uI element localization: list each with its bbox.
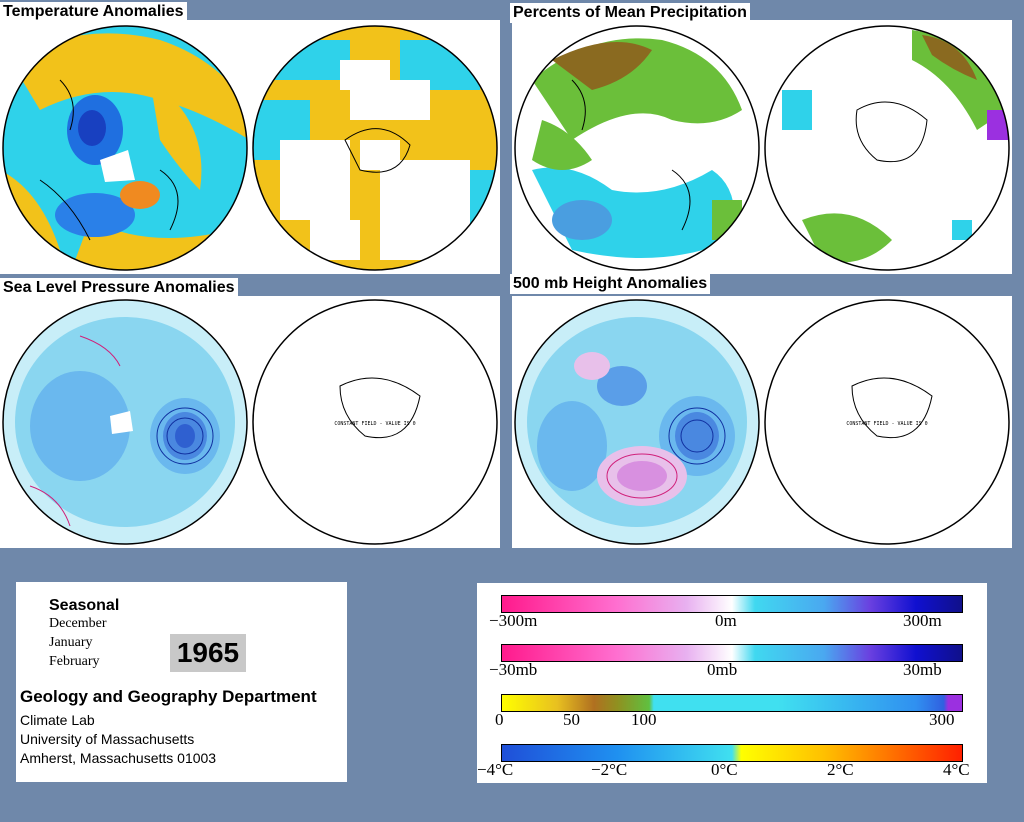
temp-colorbar bbox=[501, 744, 963, 762]
address-line-1: Climate Lab bbox=[20, 712, 95, 728]
year-label: 1965 bbox=[170, 634, 246, 672]
height-label-min: −300m bbox=[489, 611, 538, 630]
pressure-label-min: −30mb bbox=[489, 660, 538, 679]
month-december: December bbox=[49, 616, 107, 631]
precipitation-panel bbox=[512, 20, 1012, 274]
height500-title: 500 mb Height Anomalies bbox=[510, 274, 711, 294]
precip-label-50: 50 bbox=[563, 710, 580, 729]
sea-level-map-sh: CONSTANT FIELD - VALUE IS 0 bbox=[252, 299, 498, 545]
department-name: Geology and Geography Department bbox=[20, 687, 317, 706]
height-label-max: 300m bbox=[903, 611, 942, 630]
season-label: Seasonal bbox=[49, 597, 120, 614]
temp-label-4: 4°C bbox=[943, 760, 970, 779]
sea-level-title: Sea Level Pressure Anomalies bbox=[0, 278, 238, 298]
temperature-title: Temperature Anomalies bbox=[0, 2, 187, 22]
temperature-panel bbox=[0, 20, 500, 274]
info-box: Seasonal December January February 1965 … bbox=[16, 582, 347, 782]
precipitation-map-sh bbox=[764, 25, 1010, 271]
temp-label-minus2: −2°C bbox=[591, 760, 628, 779]
color-legend: −300m 0m 300m −30mb 0mb 30mb 0 50 100 30… bbox=[477, 583, 987, 783]
height500-constant-label: CONSTANT FIELD - VALUE IS 0 bbox=[846, 421, 927, 427]
precipitation-title: Percents of Mean Precipitation bbox=[510, 3, 750, 23]
temp-label-0: 0°C bbox=[711, 760, 738, 779]
temp-label-minus4: −4°C bbox=[477, 760, 514, 779]
precipitation-map-nh bbox=[514, 25, 760, 271]
pressure-label-max: 30mb bbox=[903, 660, 942, 679]
pressure-colorbar bbox=[501, 644, 963, 662]
precip-colorbar bbox=[501, 694, 963, 712]
month-february: February bbox=[49, 654, 100, 669]
temp-label-2: 2°C bbox=[827, 760, 854, 779]
height-label-mid: 0m bbox=[715, 611, 737, 630]
month-january: January bbox=[49, 635, 93, 650]
height500-map-sh: CONSTANT FIELD - VALUE IS 0 bbox=[764, 299, 1010, 545]
temperature-map-nh bbox=[2, 25, 248, 271]
address-line-2: University of Massachusetts bbox=[20, 731, 195, 747]
sea-level-map-nh bbox=[2, 299, 248, 545]
precip-label-100: 100 bbox=[631, 710, 657, 729]
height500-panel: CONSTANT FIELD - VALUE IS 0 bbox=[512, 296, 1012, 548]
address-line-3: Amherst, Massachusetts 01003 bbox=[20, 750, 217, 766]
height-colorbar bbox=[501, 595, 963, 613]
pressure-label-mid: 0mb bbox=[707, 660, 738, 679]
precip-label-300: 300 bbox=[929, 710, 955, 729]
temperature-map-sh bbox=[252, 25, 498, 271]
sea-level-constant-label: CONSTANT FIELD - VALUE IS 0 bbox=[334, 421, 415, 427]
sea-level-panel: CONSTANT FIELD - VALUE IS 0 bbox=[0, 296, 500, 548]
height500-map-nh bbox=[514, 299, 760, 545]
precip-label-0: 0 bbox=[495, 710, 504, 729]
